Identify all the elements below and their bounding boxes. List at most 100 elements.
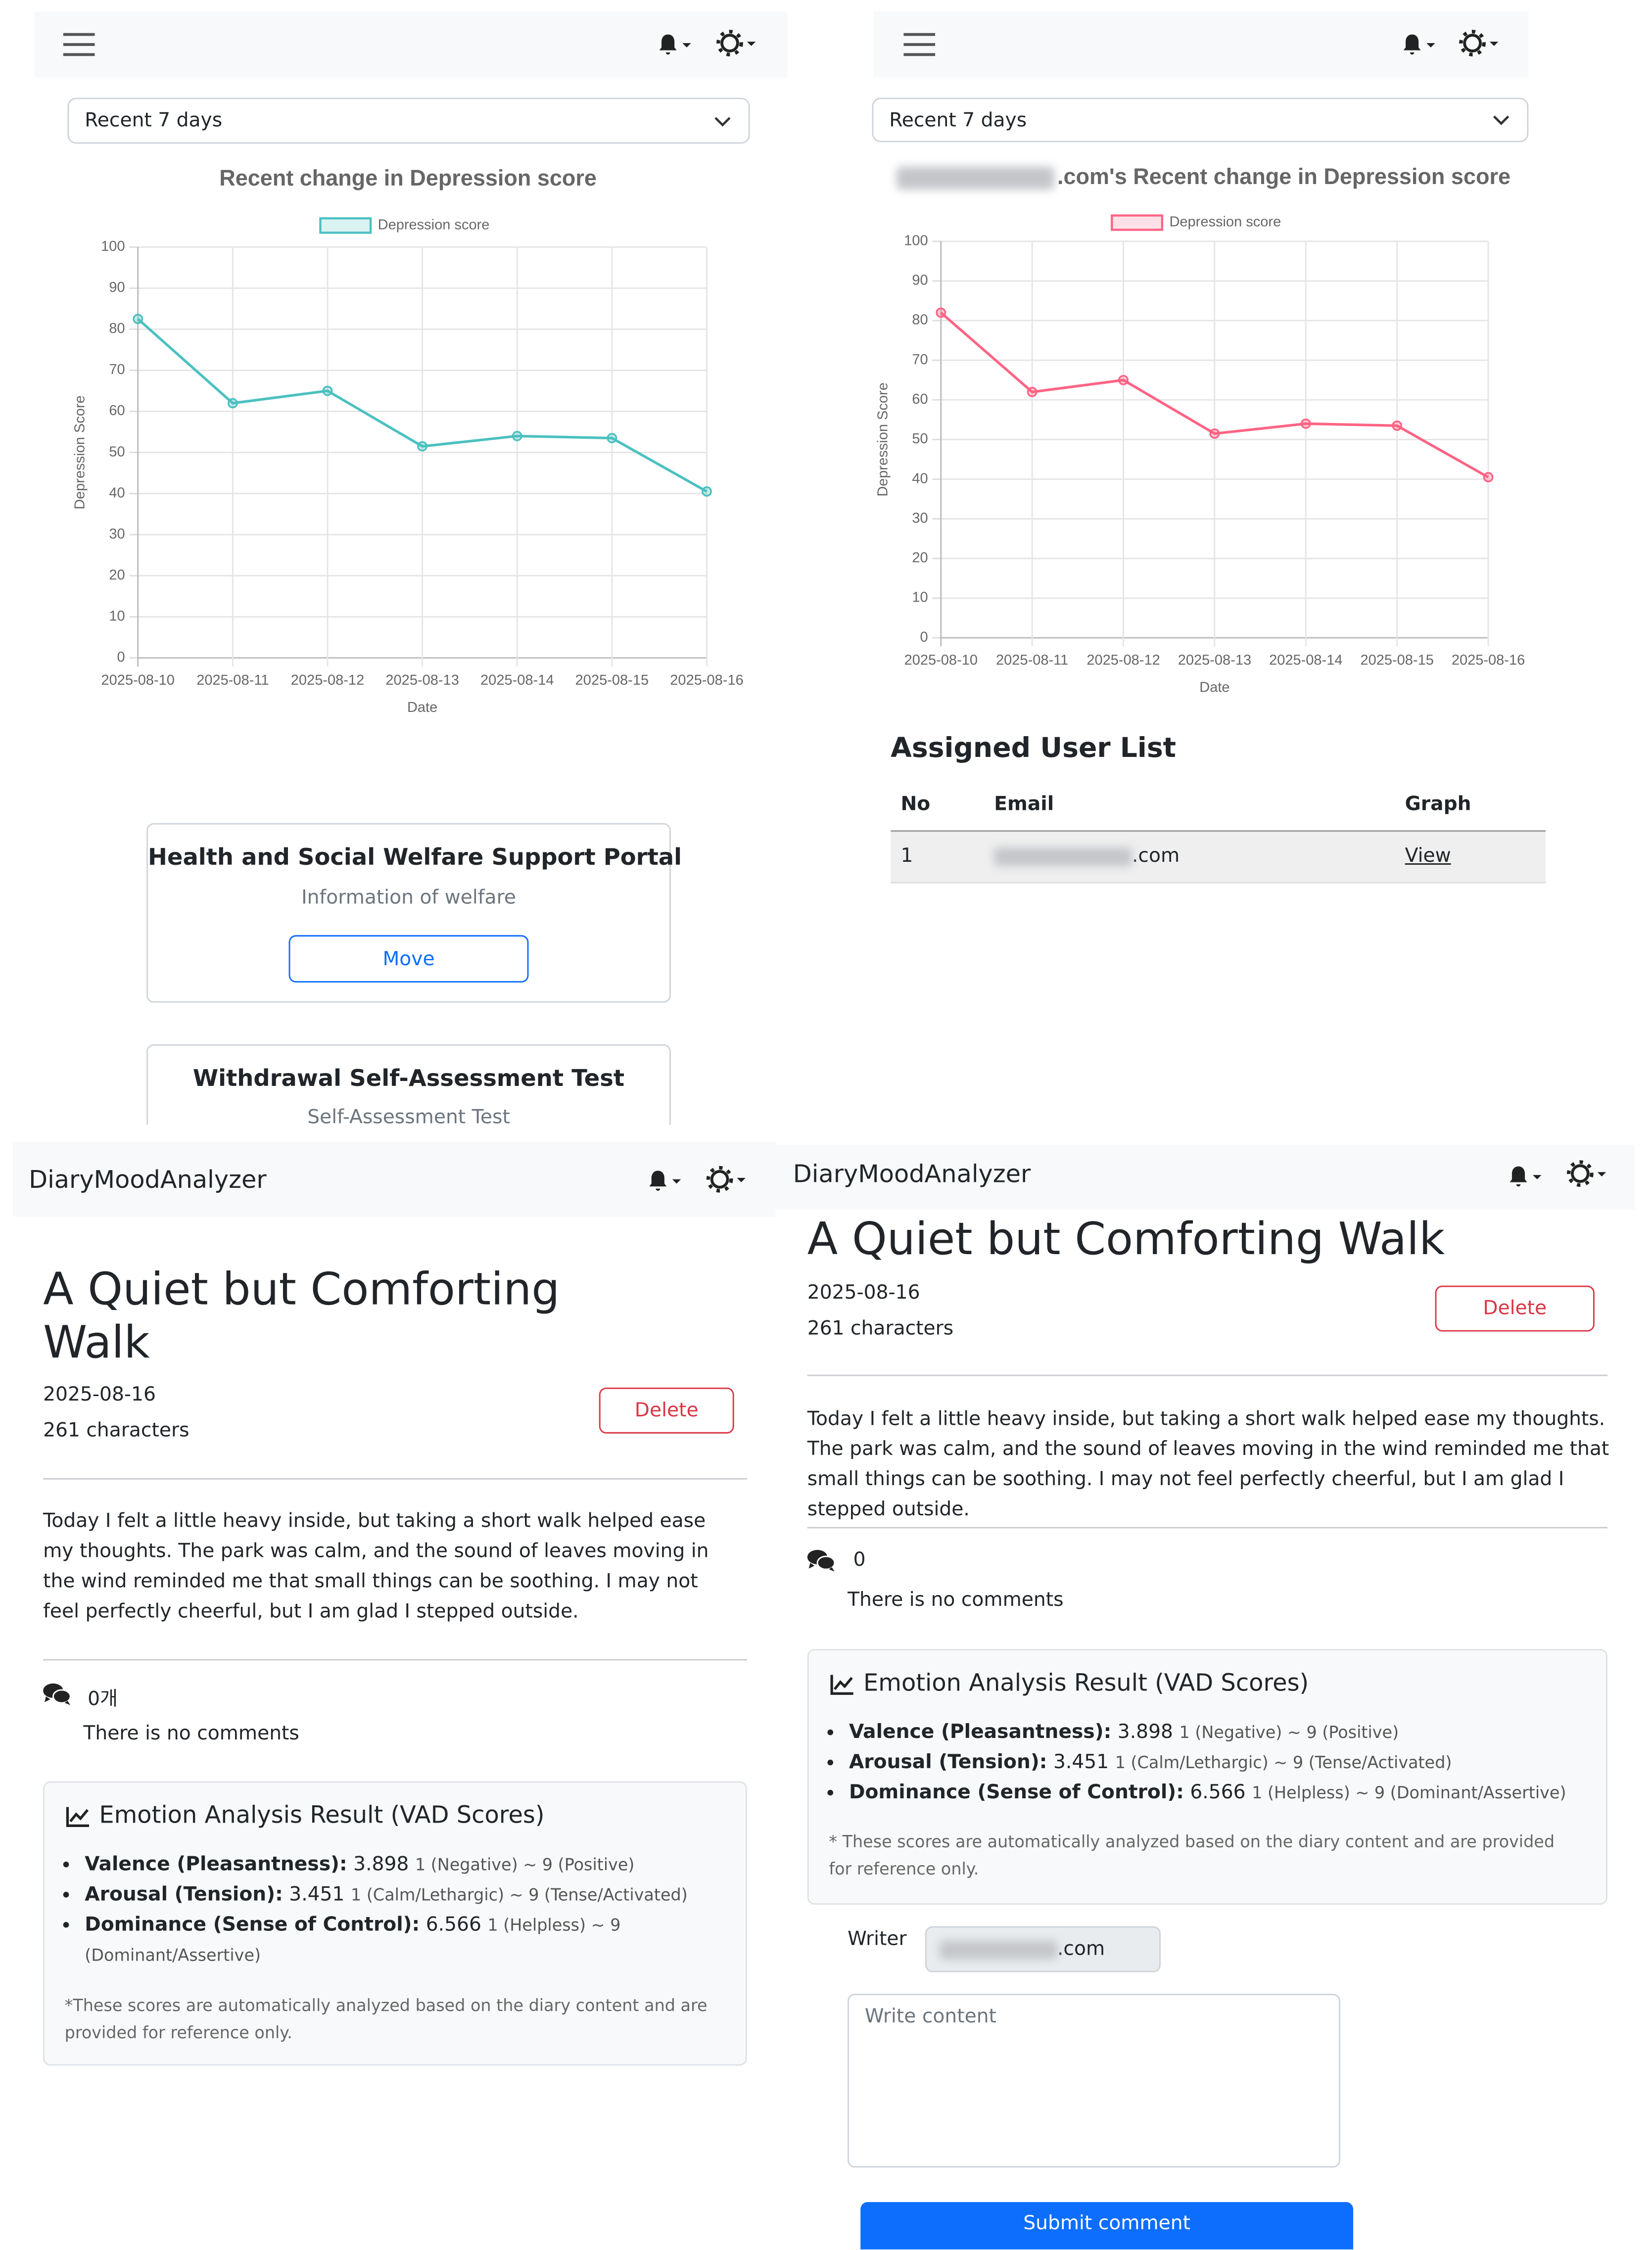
select-chevron xyxy=(1493,115,1510,125)
email-domain: .com xyxy=(1132,844,1180,868)
vad-list: Valence (Pleasantness): 3.898 1 (Negativ… xyxy=(829,1718,1610,1809)
x-tick-label: 2025-08-13 xyxy=(1178,652,1251,668)
move-button[interactable]: Move xyxy=(288,935,529,983)
diary-date: 2025-08-16 xyxy=(807,1281,920,1305)
menu-toggle[interactable] xyxy=(903,32,936,57)
vad-label: Dominance (Sense of Control): xyxy=(849,1781,1184,1804)
data-point xyxy=(133,314,143,325)
data-point xyxy=(227,398,238,409)
vad-score: 6.566 xyxy=(1190,1781,1246,1804)
redacted-email xyxy=(896,166,1055,190)
writer-label: Writer xyxy=(848,1927,907,1951)
redacted-email xyxy=(939,1940,1057,1959)
row-email: .com xyxy=(994,844,1180,868)
delete-button[interactable]: Delete xyxy=(1435,1285,1595,1332)
view-graph-link[interactable]: View xyxy=(1405,844,1451,868)
y-tick-label: 0 xyxy=(920,629,928,645)
vad-score: 6.566 xyxy=(425,1913,481,1936)
x-tick-label: 2025-08-13 xyxy=(385,672,459,688)
vad-item: Dominance (Sense of Control): 6.566 1 (H… xyxy=(849,1779,1610,1809)
dashboard-panel: Recent 7 days Health and Social Welfare … xyxy=(0,0,804,1125)
settings-menu[interactable] xyxy=(1566,1159,1612,1191)
y-tick-label: 60 xyxy=(912,391,928,407)
x-tick-label: 2025-08-10 xyxy=(101,672,175,688)
divider xyxy=(43,1478,747,1480)
notification-menu[interactable] xyxy=(648,1168,685,1194)
data-point xyxy=(322,385,333,396)
data-point xyxy=(1027,386,1038,397)
series-line xyxy=(940,312,1489,478)
y-tick-label: 100 xyxy=(904,233,928,248)
legend-swatch xyxy=(1111,214,1164,231)
comment-textarea[interactable]: Write content xyxy=(848,1994,1340,2168)
navbar xyxy=(34,11,788,78)
menu-toggle[interactable] xyxy=(63,32,95,57)
data-point xyxy=(1483,472,1494,483)
comment-count: 0개 xyxy=(88,1688,118,1711)
notification-menu[interactable] xyxy=(1402,32,1439,57)
data-point xyxy=(1392,420,1403,431)
vad-range: 1 (Calm/Lethargic) ~ 9 (Tense/Activated) xyxy=(350,1884,688,1905)
x-tick-label: 2025-08-16 xyxy=(1452,652,1525,668)
writer-domain: .com xyxy=(1057,1937,1105,1961)
x-tick-label: 2025-08-11 xyxy=(996,652,1068,668)
vad-item: Valence (Pleasantness): 3.898 1 (Negativ… xyxy=(85,1850,717,1880)
card-subtitle: Information of welfare xyxy=(301,886,516,909)
y-tick-label: 10 xyxy=(912,590,928,606)
vad-score: 3.451 xyxy=(289,1883,345,1906)
legend-swatch xyxy=(319,217,372,234)
vad-list: Valence (Pleasantness): 3.898 1 (Negativ… xyxy=(65,1850,717,1971)
period-select-value: Recent 7 days xyxy=(85,109,223,133)
no-comments: There is no comments xyxy=(83,1722,299,1745)
delete-button[interactable]: Delete xyxy=(599,1387,734,1434)
notification-menu[interactable] xyxy=(658,32,695,57)
vad-score: 3.451 xyxy=(1053,1751,1109,1774)
y-tick-label: 90 xyxy=(109,280,125,295)
table-header: Graph xyxy=(1405,793,1471,816)
table-row: 1 .com View xyxy=(891,830,1546,884)
data-point xyxy=(936,307,946,318)
x-tick-label: 2025-08-12 xyxy=(291,672,364,688)
y-tick-label: 30 xyxy=(109,526,125,542)
y-tick-label: 40 xyxy=(912,470,928,486)
y-tick-label: 80 xyxy=(109,321,125,336)
vad-range: 1 (Calm/Lethargic) ~ 9 (Tense/Activated) xyxy=(1115,1752,1452,1773)
diary-date: 2025-08-16 xyxy=(43,1383,156,1406)
period-select[interactable]: Recent 7 days xyxy=(67,97,750,144)
y-tick-label: 100 xyxy=(101,238,125,254)
data-point xyxy=(512,430,522,441)
x-axis-label: Date xyxy=(1199,679,1229,695)
vad-item: Arousal (Tension): 3.451 1 (Calm/Letharg… xyxy=(849,1748,1610,1779)
select-chevron xyxy=(714,117,731,127)
period-select[interactable]: Recent 7 days xyxy=(872,97,1529,142)
settings-menu[interactable] xyxy=(706,1165,752,1197)
settings-menu[interactable] xyxy=(715,29,761,60)
data-point xyxy=(607,433,617,443)
data-point xyxy=(1118,375,1129,385)
x-tick-label: 2025-08-14 xyxy=(1269,652,1342,668)
brand[interactable]: DiaryMoodAnalyzer xyxy=(793,1161,1031,1190)
x-tick-label: 2025-08-14 xyxy=(480,672,554,688)
y-tick-label: 50 xyxy=(912,431,928,447)
portal-card: Health and Social Welfare Support Portal… xyxy=(146,823,682,1003)
y-tick-label: 40 xyxy=(109,485,125,501)
vad-panel: Emotion Analysis Result (VAD Scores) Val… xyxy=(43,1781,747,2066)
divider xyxy=(807,1527,1608,1529)
brand[interactable]: DiaryMoodAnalyzer xyxy=(29,1166,267,1195)
settings-menu[interactable] xyxy=(1458,29,1504,60)
data-point xyxy=(1209,428,1220,439)
comments-icon xyxy=(807,1549,836,1572)
notification-menu[interactable] xyxy=(1509,1164,1546,1189)
vad-label: Dominance (Sense of Control): xyxy=(85,1913,420,1936)
data-point xyxy=(702,486,712,497)
navbar: DiaryMoodAnalyzer xyxy=(13,1142,776,1217)
divider xyxy=(43,1659,747,1661)
vad-range: 1 (Helpless) ~ 9 (Dominant/Assertive) xyxy=(1252,1782,1566,1803)
row-number: 1 xyxy=(900,844,913,868)
vad-score: 3.898 xyxy=(1117,1721,1174,1744)
submit-button[interactable]: Submit comment xyxy=(860,2202,1354,2250)
y-tick-label: 20 xyxy=(109,567,125,583)
y-axis-label: Depression Score xyxy=(72,395,88,510)
